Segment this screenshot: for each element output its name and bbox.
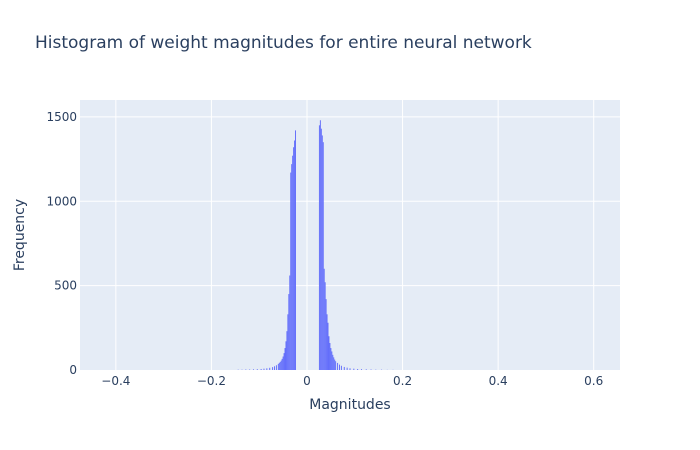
histogram-bar[interactable] xyxy=(339,364,340,370)
histogram-bar[interactable] xyxy=(263,368,265,370)
histogram-bar[interactable] xyxy=(335,361,337,370)
y-axis-label: Frequency xyxy=(12,198,28,272)
histogram-bar[interactable] xyxy=(357,368,359,370)
histogram-bar[interactable] xyxy=(272,367,274,370)
y-tick-label: 0 xyxy=(69,363,77,377)
histogram-bar[interactable] xyxy=(360,369,362,370)
histogram-bar[interactable] xyxy=(286,331,288,370)
histogram-bar[interactable] xyxy=(294,140,296,371)
histogram-bar[interactable] xyxy=(245,369,247,370)
y-tick-label: 500 xyxy=(54,279,77,293)
histogram-bar[interactable] xyxy=(324,282,326,370)
histogram-bar[interactable] xyxy=(328,336,330,370)
histogram-bar[interactable] xyxy=(334,359,336,370)
histogram-bar[interactable] xyxy=(340,365,342,370)
x-axis-label: Magnitudes xyxy=(309,397,391,413)
histogram-bar[interactable] xyxy=(333,357,335,370)
histogram-bar[interactable] xyxy=(319,120,321,370)
histogram-bar[interactable] xyxy=(281,358,283,370)
histogram-bars xyxy=(237,120,394,371)
x-tick-label: 0 xyxy=(303,374,311,388)
histogram-bar[interactable] xyxy=(287,314,289,370)
x-tick-label: 0.4 xyxy=(489,374,508,388)
histogram-bar[interactable] xyxy=(353,368,355,370)
histogram-bar[interactable] xyxy=(289,275,291,371)
chart-title: Histogram of weight magnitudes for entir… xyxy=(35,33,532,53)
x-tick-label: −0.2 xyxy=(197,374,226,388)
y-tick-label: 1000 xyxy=(46,194,77,208)
histogram-bar[interactable] xyxy=(284,348,286,370)
y-tick-label: 1500 xyxy=(46,110,77,124)
histogram-bar[interactable] xyxy=(288,294,290,370)
histogram-bar[interactable] xyxy=(337,362,339,370)
histogram-bar[interactable] xyxy=(292,155,294,370)
histogram-bar[interactable] xyxy=(330,348,332,370)
histogram-bar[interactable] xyxy=(275,365,277,370)
histogram-bar[interactable] xyxy=(252,369,254,370)
histogram-bar[interactable] xyxy=(343,366,345,370)
histogram-bar[interactable] xyxy=(295,130,296,371)
y-axis-ticks: 0 500 1000 1500 xyxy=(46,110,77,377)
x-tick-label: 0.2 xyxy=(393,374,412,388)
histogram-bar[interactable] xyxy=(282,356,284,371)
x-tick-label: −0.4 xyxy=(101,374,130,388)
plot-area xyxy=(80,100,620,370)
histogram-bar[interactable] xyxy=(274,366,275,370)
histogram-bar[interactable] xyxy=(278,362,280,370)
histogram-bar[interactable] xyxy=(332,354,334,370)
gridlines xyxy=(80,100,620,370)
histogram-bar[interactable] xyxy=(280,360,282,370)
histogram-bar[interactable] xyxy=(321,135,323,370)
histogram-bar[interactable] xyxy=(291,164,293,371)
histogram-bar[interactable] xyxy=(323,268,325,370)
histogram-bar[interactable] xyxy=(269,367,271,370)
histogram-bar[interactable] xyxy=(285,341,287,370)
histogram-bar[interactable] xyxy=(346,367,348,370)
histogram-bar[interactable] xyxy=(260,368,262,370)
histogram-bar[interactable] xyxy=(320,128,322,370)
x-axis-ticks: −0.4 −0.2 0 0.2 0.4 0.6 xyxy=(101,374,603,388)
histogram-bar[interactable] xyxy=(329,343,331,370)
histogram-bar[interactable] xyxy=(266,368,268,370)
histogram-bar[interactable] xyxy=(277,363,279,370)
x-tick-label: 0.6 xyxy=(584,374,603,388)
histogram-bar[interactable] xyxy=(283,353,285,371)
histogram-bar[interactable] xyxy=(349,368,351,370)
histogram-bar[interactable] xyxy=(325,299,327,371)
histogram-bar[interactable] xyxy=(327,322,329,370)
histogram-bar[interactable] xyxy=(331,351,333,370)
histogram-bar[interactable] xyxy=(322,142,324,370)
histogram-bar[interactable] xyxy=(365,369,367,370)
histogram-bar[interactable] xyxy=(318,125,320,370)
histogram-bar[interactable] xyxy=(256,369,258,370)
histogram-bar[interactable] xyxy=(326,314,328,370)
histogram-bar[interactable] xyxy=(290,172,292,370)
histogram-bar[interactable] xyxy=(370,369,372,370)
histogram-bar[interactable] xyxy=(249,369,251,370)
histogram-bar[interactable] xyxy=(279,361,281,370)
histogram-bar[interactable] xyxy=(293,147,295,370)
